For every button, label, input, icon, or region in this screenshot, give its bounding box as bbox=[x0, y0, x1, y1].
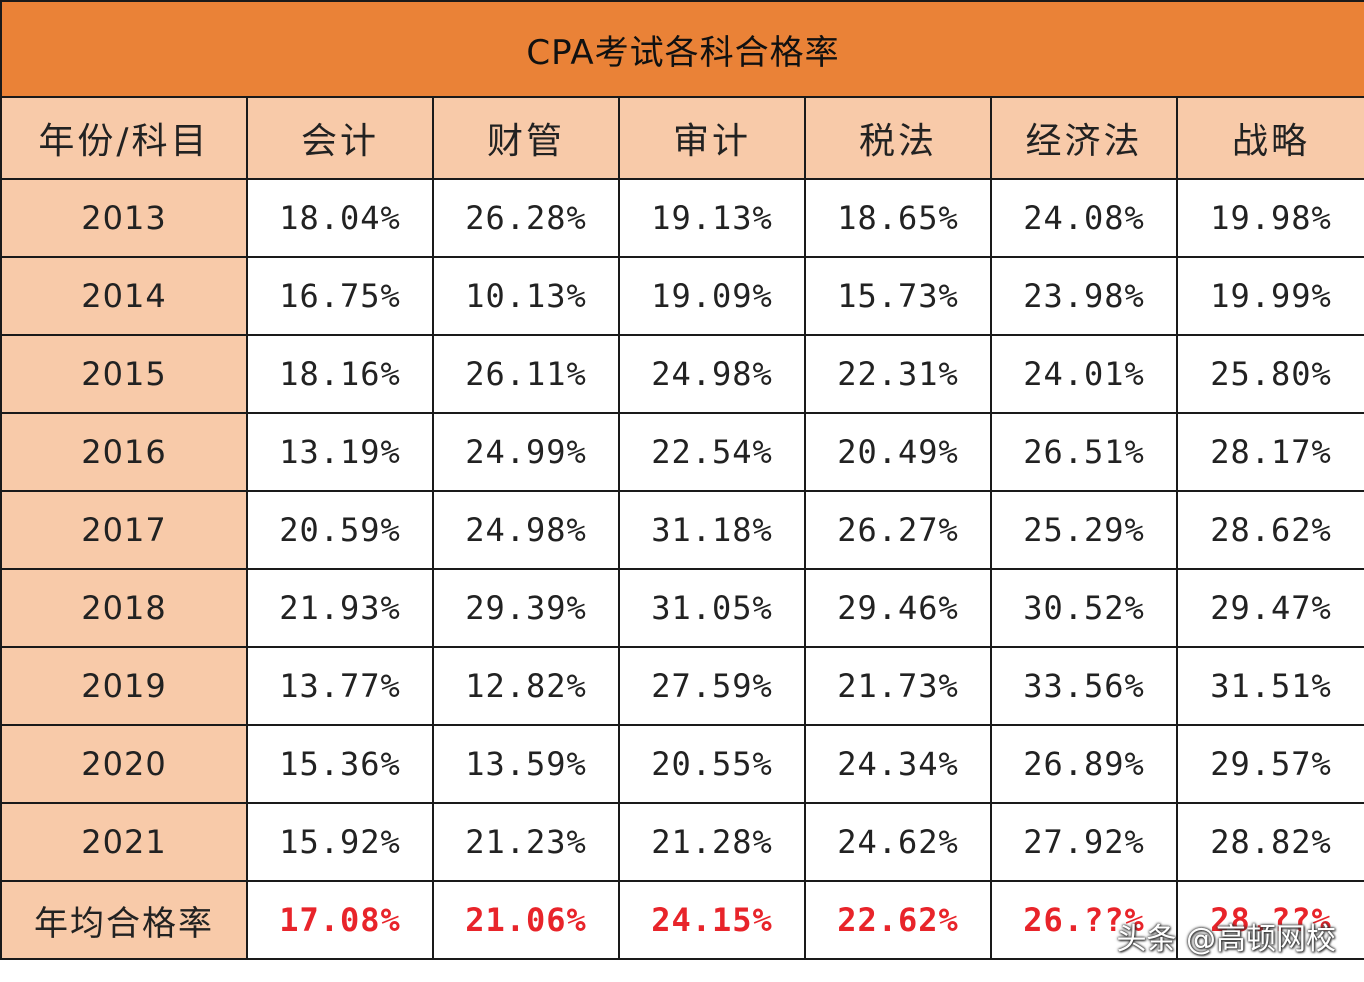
value-cell: 20.55% bbox=[618, 724, 806, 804]
title-row: CPA考试各科合格率 bbox=[0, 0, 1364, 98]
header-accounting: 会计 bbox=[246, 96, 434, 180]
value-cell: 13.59% bbox=[432, 724, 620, 804]
value-cell: 20.59% bbox=[246, 490, 434, 570]
table-row: 2021 15.92% 21.23% 21.28% 24.62% 27.92% … bbox=[0, 802, 1364, 882]
value-cell: 15.36% bbox=[246, 724, 434, 804]
value-cell: 24.34% bbox=[804, 724, 992, 804]
average-value-cell: 28.??% bbox=[1176, 880, 1364, 960]
value-cell: 23.98% bbox=[990, 256, 1178, 336]
year-cell: 2019 bbox=[0, 646, 248, 726]
average-row: 年均合格率 17.08% 21.06% 24.15% 22.62% 26.??%… bbox=[0, 880, 1364, 960]
value-cell: 26.28% bbox=[432, 178, 620, 258]
value-cell: 12.82% bbox=[432, 646, 620, 726]
value-cell: 26.27% bbox=[804, 490, 992, 570]
value-cell: 19.09% bbox=[618, 256, 806, 336]
table-row: 2018 21.93% 29.39% 31.05% 29.46% 30.52% … bbox=[0, 568, 1364, 648]
year-cell: 2021 bbox=[0, 802, 248, 882]
table-title: CPA考试各科合格率 bbox=[0, 0, 1364, 98]
value-cell: 31.18% bbox=[618, 490, 806, 570]
value-cell: 26.51% bbox=[990, 412, 1178, 492]
year-cell: 2020 bbox=[0, 724, 248, 804]
average-value-cell: 26.??% bbox=[990, 880, 1178, 960]
value-cell: 25.80% bbox=[1176, 334, 1364, 414]
value-cell: 22.54% bbox=[618, 412, 806, 492]
value-cell: 24.62% bbox=[804, 802, 992, 882]
value-cell: 21.28% bbox=[618, 802, 806, 882]
value-cell: 27.92% bbox=[990, 802, 1178, 882]
value-cell: 18.65% bbox=[804, 178, 992, 258]
value-cell: 29.46% bbox=[804, 568, 992, 648]
value-cell: 33.56% bbox=[990, 646, 1178, 726]
year-cell: 2015 bbox=[0, 334, 248, 414]
pass-rate-table: CPA考试各科合格率 年份/科目 会计 财管 审计 税法 经济法 战略 2013… bbox=[0, 0, 1364, 960]
header-year-subject: 年份/科目 bbox=[0, 96, 248, 180]
value-cell: 15.92% bbox=[246, 802, 434, 882]
value-cell: 21.73% bbox=[804, 646, 992, 726]
header-economic-law: 经济法 bbox=[990, 96, 1178, 180]
value-cell: 28.17% bbox=[1176, 412, 1364, 492]
value-cell: 10.13% bbox=[432, 256, 620, 336]
value-cell: 30.52% bbox=[990, 568, 1178, 648]
table-row: 2014 16.75% 10.13% 19.09% 15.73% 23.98% … bbox=[0, 256, 1364, 336]
header-row: 年份/科目 会计 财管 审计 税法 经济法 战略 bbox=[0, 96, 1364, 180]
value-cell: 15.73% bbox=[804, 256, 992, 336]
value-cell: 21.23% bbox=[432, 802, 620, 882]
value-cell: 22.31% bbox=[804, 334, 992, 414]
value-cell: 26.11% bbox=[432, 334, 620, 414]
table-row: 2017 20.59% 24.98% 31.18% 26.27% 25.29% … bbox=[0, 490, 1364, 570]
year-cell: 2013 bbox=[0, 178, 248, 258]
value-cell: 31.51% bbox=[1176, 646, 1364, 726]
value-cell: 31.05% bbox=[618, 568, 806, 648]
year-cell: 2017 bbox=[0, 490, 248, 570]
value-cell: 19.13% bbox=[618, 178, 806, 258]
year-cell: 2018 bbox=[0, 568, 248, 648]
value-cell: 18.16% bbox=[246, 334, 434, 414]
value-cell: 18.04% bbox=[246, 178, 434, 258]
value-cell: 27.59% bbox=[618, 646, 806, 726]
value-cell: 24.08% bbox=[990, 178, 1178, 258]
average-value-cell: 17.08% bbox=[246, 880, 434, 960]
header-financial-management: 财管 bbox=[432, 96, 620, 180]
value-cell: 24.98% bbox=[618, 334, 806, 414]
average-value-cell: 22.62% bbox=[804, 880, 992, 960]
table-row: 2013 18.04% 26.28% 19.13% 18.65% 24.08% … bbox=[0, 178, 1364, 258]
value-cell: 13.77% bbox=[246, 646, 434, 726]
value-cell: 24.99% bbox=[432, 412, 620, 492]
value-cell: 16.75% bbox=[246, 256, 434, 336]
value-cell: 13.19% bbox=[246, 412, 434, 492]
watermark: 头条 @高顿网校 bbox=[1116, 922, 1336, 957]
value-cell: 29.57% bbox=[1176, 724, 1364, 804]
value-cell: 24.98% bbox=[432, 490, 620, 570]
value-cell: 29.39% bbox=[432, 568, 620, 648]
table-row: 2020 15.36% 13.59% 20.55% 24.34% 26.89% … bbox=[0, 724, 1364, 804]
value-cell: 29.47% bbox=[1176, 568, 1364, 648]
header-strategy: 战略 bbox=[1176, 96, 1364, 180]
year-cell: 2014 bbox=[0, 256, 248, 336]
table-row: 2015 18.16% 26.11% 24.98% 22.31% 24.01% … bbox=[0, 334, 1364, 414]
average-label: 年均合格率 bbox=[0, 880, 248, 960]
value-cell: 19.99% bbox=[1176, 256, 1364, 336]
value-cell: 21.93% bbox=[246, 568, 434, 648]
table-row: 2016 13.19% 24.99% 22.54% 20.49% 26.51% … bbox=[0, 412, 1364, 492]
average-value-cell: 24.15% bbox=[618, 880, 806, 960]
value-cell: 25.29% bbox=[990, 490, 1178, 570]
value-cell: 28.62% bbox=[1176, 490, 1364, 570]
average-value-cell: 21.06% bbox=[432, 880, 620, 960]
header-tax-law: 税法 bbox=[804, 96, 992, 180]
value-cell: 26.89% bbox=[990, 724, 1178, 804]
value-cell: 19.98% bbox=[1176, 178, 1364, 258]
value-cell: 28.82% bbox=[1176, 802, 1364, 882]
year-cell: 2016 bbox=[0, 412, 248, 492]
table-row: 2019 13.77% 12.82% 27.59% 21.73% 33.56% … bbox=[0, 646, 1364, 726]
header-audit: 审计 bbox=[618, 96, 806, 180]
value-cell: 24.01% bbox=[990, 334, 1178, 414]
value-cell: 20.49% bbox=[804, 412, 992, 492]
